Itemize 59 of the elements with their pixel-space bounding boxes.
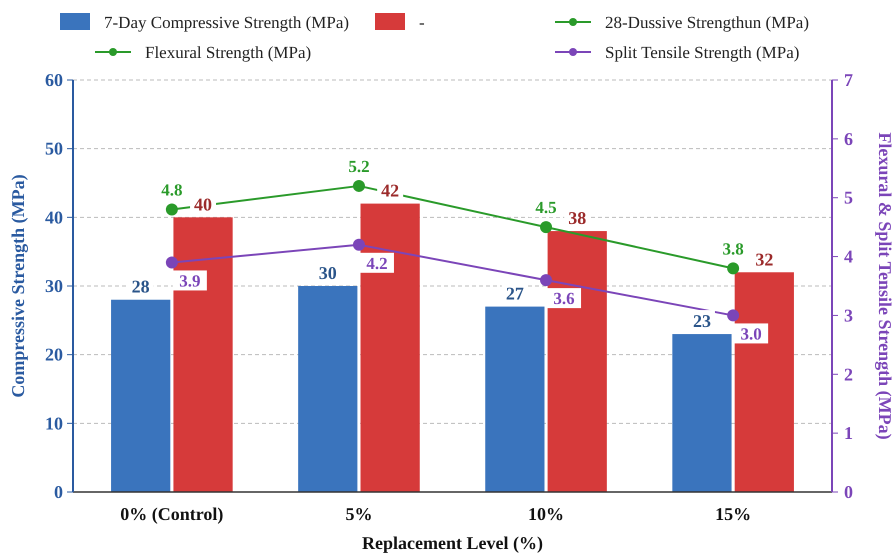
point [540,274,552,286]
data-label: 40 [194,194,212,214]
x-tick-label: 5% [345,504,372,524]
y-tick-label: 10 [45,413,63,434]
data-label: 23 [692,311,711,332]
bar [672,334,732,492]
x-tick-label: 0% (Control) [120,504,224,524]
legend-label: - [419,13,425,32]
point [166,203,178,216]
y-tick-label: 20 [45,344,63,365]
bar [360,204,420,492]
point [727,262,740,274]
data-label: 5.2 [348,156,370,176]
y2-tick-label: 3 [844,305,853,326]
y-tick-label: 60 [45,70,63,90]
bar [548,231,607,492]
data-label: 38 [568,208,586,228]
data-label: 3.0 [740,324,762,344]
y-axis-title: Compressive Strength (MPa) [8,174,28,398]
legend-label: Flexural Strength (MPa) [145,43,312,62]
data-label: 3.8 [722,239,744,258]
y-tick-label: 30 [45,276,63,296]
bar [111,300,170,492]
y2-tick-label: 4 [844,246,853,267]
y-tick-label: 40 [45,207,63,228]
point [727,309,740,322]
data-label: 28 [132,276,150,297]
data-label: 3.6 [553,289,575,308]
bar [485,306,544,492]
point [540,221,552,234]
legend-label: 28-Dussive Strengthun (MPa) [605,13,809,32]
data-label: 3.9 [179,271,200,290]
data-label: 4.2 [366,254,388,273]
data-label: 32 [755,249,774,270]
y-tick-label: 50 [45,138,63,159]
y2-tick-label: 2 [844,364,853,384]
x-tick-label: 10% [528,504,564,524]
point [166,256,178,268]
x-tick-label: 15% [715,504,752,524]
y2-tick-label: 6 [844,128,853,149]
point [352,238,365,251]
data-label: 27 [506,284,524,304]
y2-tick-label: 0 [844,482,853,502]
bar [298,286,358,492]
legend-label: 7-Day Compressive Strength (MPa) [104,13,350,32]
bar [173,217,233,492]
bar [734,272,794,492]
y2-tick-label: 1 [844,423,853,444]
point [352,180,365,192]
y-tick-label: 0 [54,482,63,502]
y2-tick-label: 7 [844,70,853,90]
data-label: 4.5 [535,198,557,218]
x-axis-title: Replacement Level (%) [362,533,543,553]
data-label: 30 [318,263,337,283]
legend-label: Split Tensile Strength (MPa) [605,43,800,62]
y2-tick-label: 5 [844,188,853,208]
data-label: 42 [381,180,400,201]
data-label: 4.8 [161,180,182,200]
y2-axis-title: Flexural & Split Tensile Strength (MPa) [875,132,893,440]
